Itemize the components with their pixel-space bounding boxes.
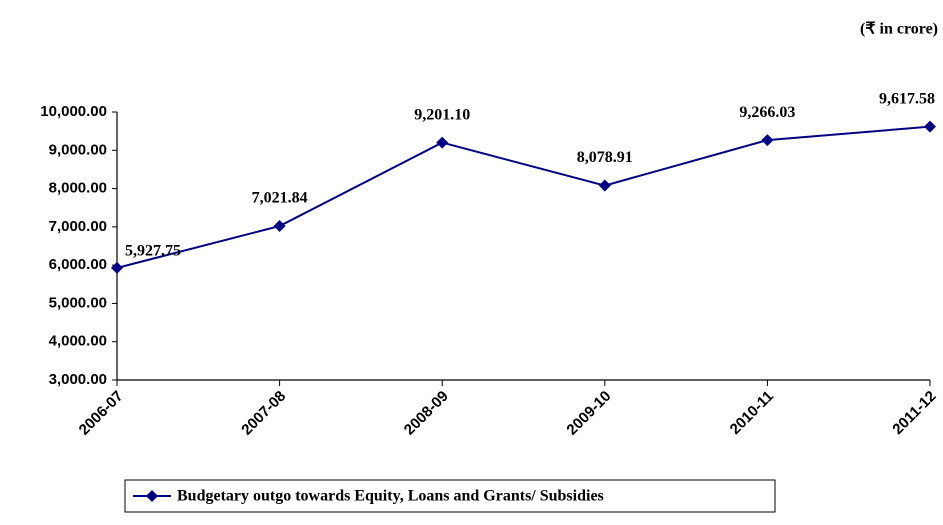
y-tick-label: 6,000.00 — [49, 256, 107, 273]
x-tick-label: 2009-10 — [563, 388, 614, 439]
y-tick-label: 4,000.00 — [49, 333, 107, 350]
data-label: 9,617.58 — [879, 90, 935, 107]
marker — [924, 120, 936, 133]
marker — [436, 136, 449, 149]
y-tick-label: 5,000.00 — [49, 294, 107, 311]
line — [116, 125, 931, 269]
x-tick-label: 2010-11 — [727, 388, 777, 438]
x-tick-label: 2006-07 — [76, 388, 127, 439]
x-tick-label: 2011-12 — [889, 388, 939, 438]
marker — [598, 179, 611, 192]
legend-marker — [146, 490, 158, 502]
marker — [273, 220, 286, 233]
data-label: 7,021.84 — [252, 190, 308, 207]
y-tick-label: 8,000.00 — [49, 180, 107, 197]
y-tick-label: 3,000.00 — [49, 371, 107, 388]
unit-note: (₹ in crore) — [860, 21, 938, 38]
y-tick-label: 9,000.00 — [49, 141, 107, 158]
y-tick-label: 7,000.00 — [49, 218, 107, 235]
x-tick-label: 2007-08 — [238, 388, 289, 439]
data-label: 8,078.91 — [577, 149, 633, 166]
y-tick-label: 10,000.00 — [40, 103, 107, 120]
marker — [111, 261, 123, 274]
data-label: 5,927.75 — [125, 243, 181, 260]
legend: Budgetary outgo towards Equity, Loans an… — [124, 479, 776, 513]
legend-box — [124, 479, 776, 513]
x-tick-label: 2008-09 — [401, 388, 452, 439]
marker — [761, 134, 774, 147]
legend-label: Budgetary outgo towards Equity, Loans an… — [177, 488, 604, 505]
data-label: 9,201.10 — [414, 106, 470, 123]
data-label: 9,266.03 — [739, 104, 795, 121]
